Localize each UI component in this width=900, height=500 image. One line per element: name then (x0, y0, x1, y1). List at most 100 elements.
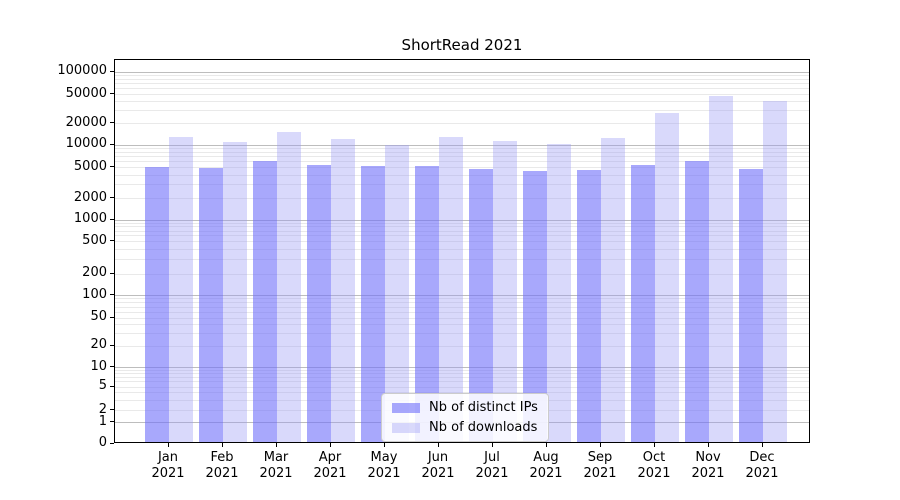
minor-gridline (115, 110, 809, 112)
bar-ips-sep (577, 170, 601, 442)
x-tick-year: 2021 (745, 466, 779, 481)
y-tick-label: 2000 (73, 189, 107, 205)
y-tick-label: 100 (82, 286, 107, 302)
minor-gridline (115, 78, 809, 80)
legend-entry-distinct-ips: Nb of distinct IPs (392, 400, 538, 415)
bar-downloads-may (385, 144, 409, 442)
y-tick-label: 1000 (73, 211, 107, 226)
x-tick-label: Nov 2021 (678, 450, 738, 482)
x-tick-mark (491, 443, 493, 447)
y-tick-label: 0 (98, 435, 107, 450)
bar-ips-mar (253, 160, 277, 442)
minor-gridline (115, 123, 809, 125)
bar-downloads-jun (439, 137, 463, 442)
decade-gridline (115, 144, 809, 146)
x-tick-year: 2021 (151, 466, 185, 481)
bar-downloads-jul (493, 141, 517, 442)
x-tick-month: Jul (484, 450, 500, 465)
decade-gridline (115, 367, 809, 368)
x-tick-month: Nov (695, 450, 721, 465)
y-tick-mark (110, 93, 114, 95)
bar-downloads-feb (223, 141, 247, 442)
x-tick-year: 2021 (583, 466, 617, 481)
minor-gridline (115, 306, 809, 308)
x-tick-mark (761, 443, 763, 447)
x-tick-month: Oct (642, 450, 666, 465)
x-tick-month: Jun (427, 450, 449, 465)
x-tick-mark (275, 443, 277, 447)
y-tick-mark (110, 218, 114, 220)
y-tick-label: 20000 (65, 114, 107, 130)
decade-gridline (115, 219, 809, 221)
y-tick-mark (110, 143, 114, 145)
minor-gridline (115, 381, 809, 383)
minor-gridline (115, 174, 809, 176)
x-tick-year: 2021 (421, 466, 455, 481)
x-tick-year: 2021 (475, 466, 509, 481)
legend-label: Nb of downloads (429, 420, 538, 435)
y-tick-mark (110, 197, 114, 198)
minor-gridline (115, 88, 809, 90)
y-tick-mark (110, 442, 114, 444)
x-tick-mark (707, 443, 709, 447)
bar-ips-oct (631, 164, 655, 442)
x-tick-month: Mar (263, 450, 289, 465)
x-tick-mark (221, 443, 223, 447)
x-tick-mark (437, 443, 439, 447)
y-tick-label: 200 (82, 265, 107, 280)
minor-gridline (115, 222, 809, 224)
plot-area (114, 59, 810, 443)
y-tick-mark (110, 70, 114, 72)
bar-downloads-aug (547, 144, 571, 442)
minor-gridline (115, 156, 809, 158)
bar-downloads-dec (763, 100, 787, 442)
y-tick-label: 1 (98, 413, 107, 429)
legend-label: Nb of distinct IPs (429, 400, 538, 415)
minor-gridline (115, 94, 809, 96)
legend-entry-downloads: Nb of downloads (392, 420, 538, 435)
legend-swatch-icon (392, 402, 420, 413)
bar-downloads-apr (331, 138, 355, 442)
minor-gridline (115, 333, 809, 335)
bar-ips-apr (307, 164, 331, 442)
y-tick-label: 10000 (65, 136, 107, 152)
x-tick-label: Oct 2021 (624, 450, 684, 482)
y-tick-label: 5 (98, 378, 107, 393)
minor-gridline (115, 235, 809, 237)
minor-gridline (115, 369, 809, 371)
legend: Nb of distinct IPs Nb of downloads (381, 393, 549, 442)
decade-gridline (115, 295, 809, 296)
y-tick-label: 10 (90, 358, 107, 374)
y-tick-label: 500 (82, 232, 107, 248)
minor-gridline (115, 74, 809, 76)
x-tick-mark (329, 443, 331, 447)
minor-gridline (115, 273, 809, 275)
minor-gridline (115, 198, 809, 199)
x-tick-month: Dec (749, 450, 775, 465)
y-tick-mark (110, 166, 114, 168)
y-tick-mark (110, 409, 114, 410)
x-tick-label: Dec 2021 (732, 450, 792, 482)
minor-gridline (115, 324, 809, 326)
minor-gridline (115, 230, 809, 232)
minor-gridline (115, 226, 809, 228)
bar-downloads-oct (655, 112, 679, 442)
x-tick-mark (545, 443, 547, 447)
x-tick-year: 2021 (313, 466, 347, 481)
minor-gridline (115, 161, 809, 163)
y-tick-mark (110, 366, 114, 367)
bar-downloads-mar (277, 131, 301, 442)
x-tick-month: May (370, 450, 398, 465)
minor-gridline (115, 151, 809, 153)
y-tick-label: 5000 (73, 158, 107, 174)
x-tick-label: Aug 2021 (516, 450, 576, 482)
y-tick-label: 20 (90, 337, 107, 352)
minor-gridline (115, 298, 809, 300)
y-tick-label: 2 (98, 401, 107, 417)
y-tick-mark (110, 344, 114, 346)
y-tick-label: 100000 (57, 63, 107, 78)
minor-gridline (115, 377, 809, 379)
x-tick-month: Apr (318, 450, 342, 465)
x-tick-label: Mar 2021 (246, 450, 306, 482)
